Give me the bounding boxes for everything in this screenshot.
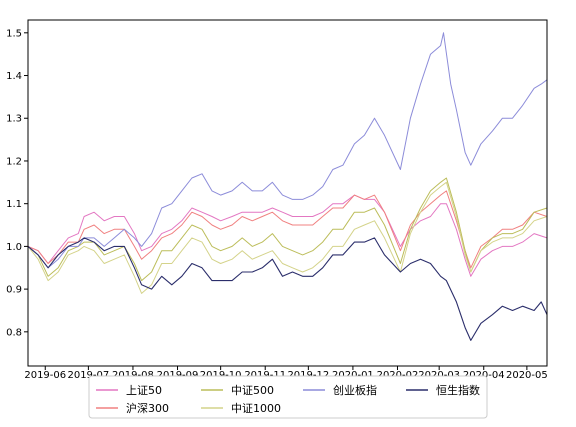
y-axis: 0.8 0.9 1.0 1.1 1.2 1.3 1.4 1.5 bbox=[6, 28, 28, 338]
y-tick-label: 1.2 bbox=[6, 156, 22, 167]
legend: 上证50 沪深300 中证500 中证1000 创业板指 恒生指数 bbox=[88, 375, 488, 419]
plot-lines bbox=[27, 32, 548, 341]
series-line-4 bbox=[27, 32, 548, 269]
y-tick-label: 0.8 bbox=[6, 327, 22, 338]
series-line-5 bbox=[27, 237, 548, 341]
y-tick-label: 1.4 bbox=[6, 71, 22, 82]
series-line-1 bbox=[27, 190, 548, 269]
legend-label: 中证500 bbox=[231, 384, 274, 397]
y-tick-label: 0.9 bbox=[6, 285, 22, 296]
series-line-0 bbox=[27, 194, 548, 277]
y-tick-label: 1.1 bbox=[6, 199, 22, 210]
x-tick-label: 2020-05 bbox=[506, 370, 548, 381]
series-line-3 bbox=[27, 181, 548, 294]
y-tick-label: 1.5 bbox=[6, 28, 22, 39]
x-tick-label: 2019-07 bbox=[67, 370, 109, 381]
series-line-2 bbox=[27, 177, 548, 282]
y-tick-label: 1.0 bbox=[6, 242, 22, 253]
legend-label: 恒生指数 bbox=[436, 383, 480, 397]
legend-label: 上证50 bbox=[126, 384, 162, 397]
plot-frame bbox=[27, 19, 548, 367]
legend-label: 创业板指 bbox=[333, 383, 377, 397]
legend-frame bbox=[88, 375, 488, 419]
legend-label: 沪深300 bbox=[126, 401, 169, 415]
legend-label: 中证1000 bbox=[231, 402, 281, 415]
x-tick-label: 2019-06 bbox=[24, 370, 66, 381]
y-tick-label: 1.3 bbox=[6, 114, 22, 125]
